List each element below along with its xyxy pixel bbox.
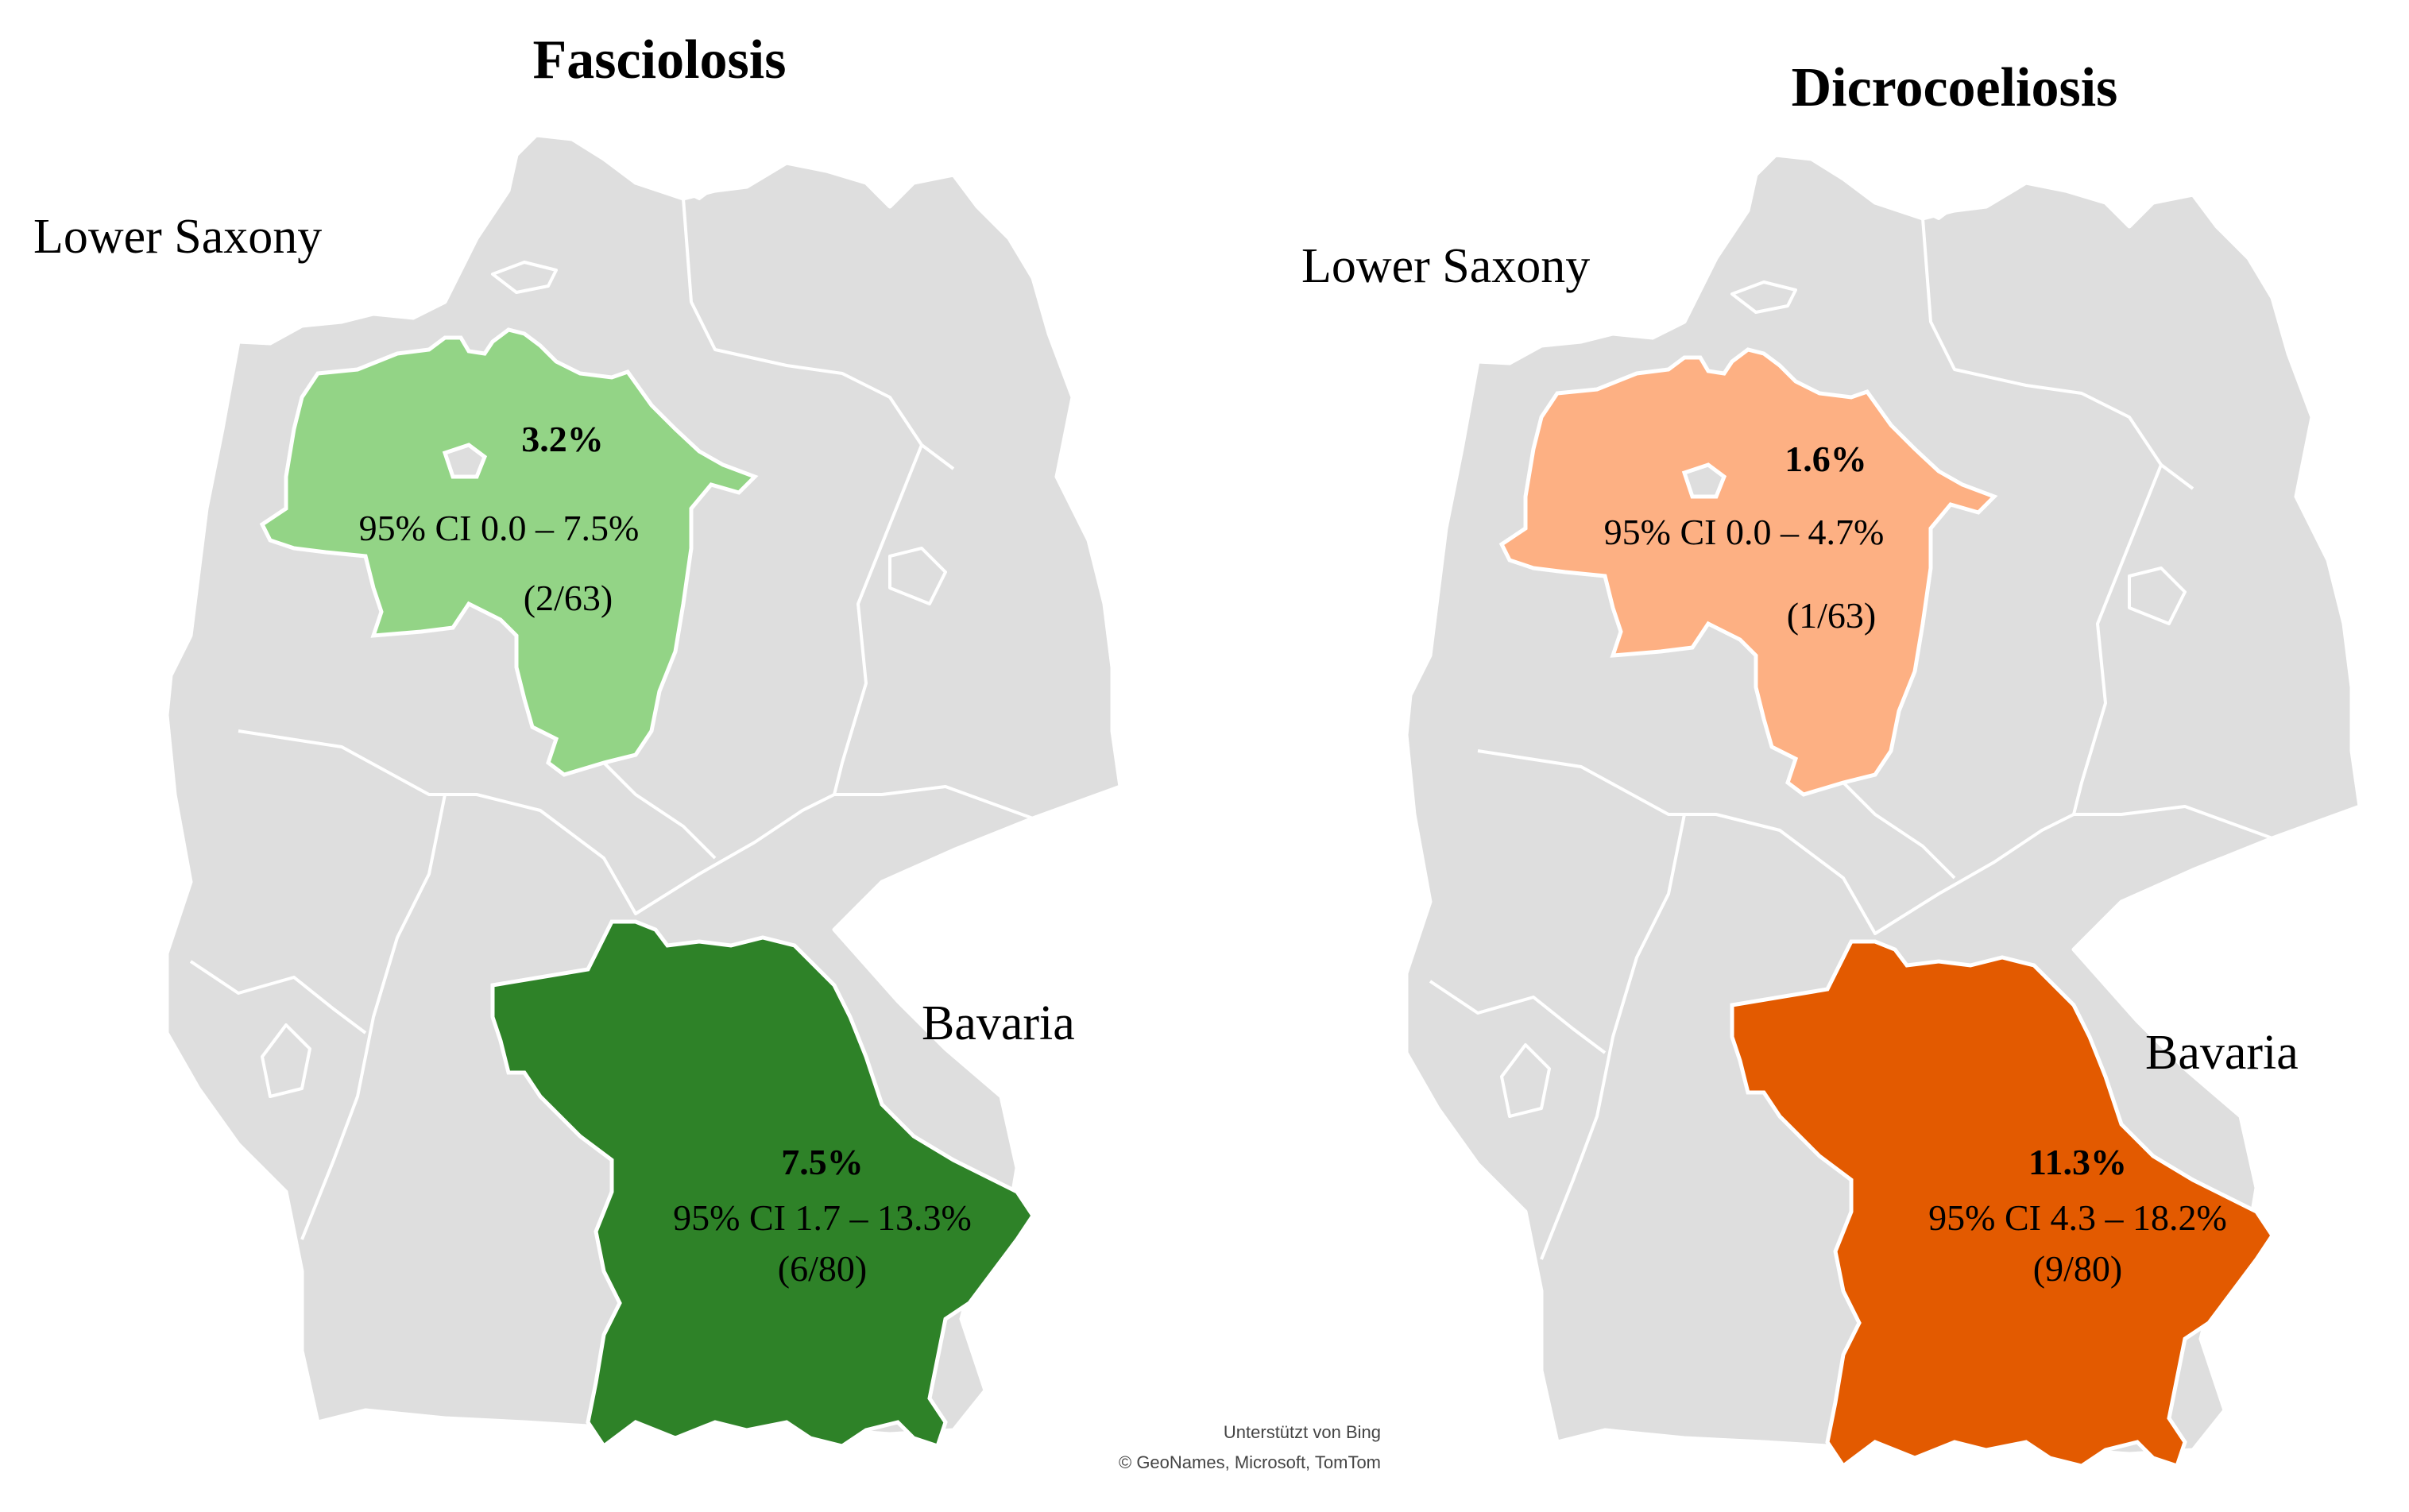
fasciolosis-panel: Fasciolosis Lower Saxony 3.2% 95% CI 0.0… [33, 29, 1381, 1472]
lower-saxony-percent: 3.2% [521, 419, 604, 459]
bavaria-region [1730, 939, 2276, 1469]
lower-saxony-count: (2/63) [524, 578, 613, 618]
bavaria-ci: 95% CI 1.7 – 13.3% [673, 1197, 972, 1238]
lower-saxony-region [259, 327, 759, 777]
lower-saxony-count: (1/63) [1787, 595, 1876, 636]
attribution-line-2: © GeoNames, Microsoft, TomTom [1119, 1452, 1381, 1472]
lower-saxony-ci: 95% CI 0.0 – 7.5% [359, 508, 640, 548]
bavaria-label: Bavaria [2145, 1026, 2299, 1080]
lower-saxony-ci: 95% CI 0.0 – 4.7% [1604, 512, 1885, 552]
panel-title: Dicrocoeliosis [1792, 57, 2118, 118]
bavaria-count: (6/80) [778, 1248, 867, 1289]
dicrocoeliosis-panel: Dicrocoeliosis Lower Saxony 1.6% 95% CI … [1301, 57, 2360, 1469]
bavaria-region [490, 919, 1036, 1449]
bavaria-label: Bavaria [922, 996, 1075, 1050]
lower-saxony-label: Lower Saxony [33, 210, 322, 264]
attribution-line-1: Unterstützt von Bing [1224, 1422, 1381, 1442]
lower-saxony-percent: 1.6% [1785, 439, 1867, 479]
lower-saxony-label: Lower Saxony [1301, 239, 1590, 293]
bavaria-percent: 11.3% [2028, 1142, 2127, 1182]
bavaria-count: (9/80) [2033, 1248, 2122, 1289]
bavaria-percent: 7.5% [781, 1142, 864, 1182]
panel-title: Fasciolosis [533, 29, 787, 91]
lower-saxony-region [1498, 347, 1998, 797]
bavaria-ci: 95% CI 4.3 – 18.2% [1928, 1197, 2227, 1238]
